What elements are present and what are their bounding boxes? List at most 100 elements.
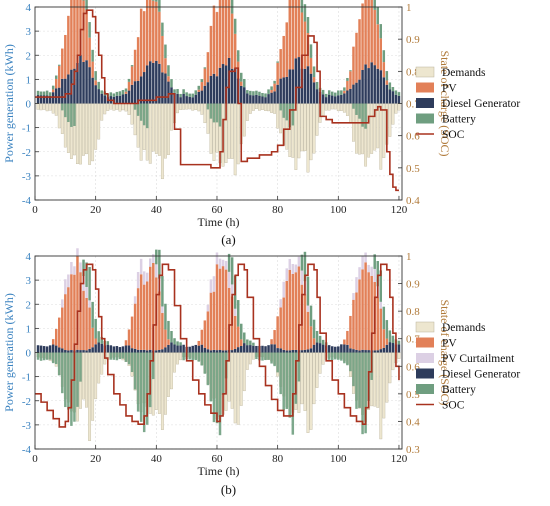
bar-demands — [91, 352, 95, 421]
bar-battery — [279, 103, 282, 111]
bar-pv-curtailment — [85, 286, 88, 298]
bar-battery — [352, 103, 355, 109]
bar-pv — [355, 292, 358, 350]
bar-pv — [70, 0, 73, 70]
bar-pv — [303, 21, 307, 69]
bar-pv — [130, 316, 134, 349]
bar-pv — [358, 279, 361, 351]
bar-pv — [91, 327, 94, 348]
bar-battery — [176, 89, 179, 94]
bar-demands — [379, 103, 383, 170]
bar-diesel-generator — [294, 58, 298, 104]
bar-diesel-generator — [376, 350, 379, 353]
bar-battery — [394, 90, 398, 95]
bar-battery — [109, 352, 113, 360]
legend-label: SOC — [442, 129, 465, 141]
bar-battery — [130, 65, 134, 67]
y2-tick-label: 0.4 — [406, 195, 420, 207]
bar-pv — [355, 32, 358, 83]
bar-pv — [152, 0, 155, 63]
bar-battery — [382, 50, 386, 63]
bar-pv — [270, 339, 273, 345]
bar-pv — [167, 76, 170, 82]
bar-pv — [88, 307, 91, 349]
bar-diesel-generator — [303, 349, 307, 353]
bar-diesel-generator — [200, 344, 204, 353]
bar-demands — [315, 352, 319, 388]
bar-diesel-generator — [273, 91, 276, 104]
bar-diesel-generator — [315, 89, 319, 104]
bar-pv — [76, 256, 79, 350]
bar-pv — [273, 83, 276, 92]
bar-diesel-generator — [270, 344, 273, 353]
bar-pv — [227, 0, 231, 58]
bar-battery — [176, 341, 179, 346]
bar-pv-curtailment — [161, 306, 164, 314]
bar-diesel-generator — [121, 346, 125, 353]
bar-demands — [367, 103, 371, 158]
bar-pv — [370, 275, 373, 351]
bar-pv-curtailment — [294, 264, 298, 273]
bar-battery — [249, 340, 252, 346]
legend-label: SOC — [442, 400, 465, 412]
bar-battery — [112, 352, 116, 360]
y-tick-label: -2 — [22, 147, 31, 159]
bar-diesel-generator — [97, 89, 100, 104]
bar-battery — [315, 81, 319, 90]
bar-diesel-generator — [133, 81, 137, 104]
bar-diesel-generator — [300, 350, 304, 353]
bar-diesel-generator — [76, 62, 79, 104]
bar-diesel-generator — [185, 96, 188, 104]
bar-diesel-generator — [200, 90, 204, 104]
bar-battery — [315, 330, 319, 343]
bar-battery — [258, 91, 261, 96]
bar-diesel-generator — [306, 349, 310, 353]
bar-battery — [349, 352, 352, 372]
bar-battery — [133, 103, 137, 110]
bar-diesel-generator — [343, 344, 346, 353]
bar-diesel-generator — [273, 344, 276, 353]
bar-battery — [276, 61, 279, 63]
bar-diesel-generator — [249, 345, 252, 353]
bar-pv-curtailment — [279, 299, 282, 308]
bar-pv — [382, 329, 386, 348]
bar-battery — [209, 103, 213, 119]
bar-diesel-generator — [215, 350, 219, 353]
bar-demands — [85, 352, 88, 408]
bar-pv — [291, 0, 295, 70]
bar-pv-curtailment — [306, 305, 310, 312]
bar-diesel-generator — [76, 349, 79, 353]
bar-diesel-generator — [267, 94, 270, 104]
bar-battery — [188, 352, 191, 360]
bar-battery — [155, 249, 158, 265]
bar-pv-curtailment — [230, 284, 234, 297]
x-tick-label: 20 — [90, 453, 102, 465]
legend-label: PV — [442, 338, 457, 350]
legend-swatch — [416, 337, 434, 348]
bar-battery — [58, 64, 61, 66]
bar-battery — [194, 352, 197, 361]
legend-swatch — [416, 353, 434, 363]
bar-pv — [130, 66, 134, 85]
bar-diesel-generator — [330, 95, 334, 104]
bar-battery — [355, 352, 358, 409]
bar-demands — [164, 103, 167, 159]
bar-demands — [88, 352, 92, 441]
bar-diesel-generator — [179, 97, 182, 104]
bar-battery — [79, 352, 82, 382]
bar-battery — [121, 90, 125, 95]
bar-pv — [376, 24, 379, 69]
bar-battery — [267, 89, 270, 95]
bar-battery — [261, 92, 264, 97]
bar-battery — [51, 85, 55, 90]
bar-pv-curtailment — [288, 258, 292, 270]
bar-diesel-generator — [355, 82, 358, 104]
y2-tick-label: 0.4 — [406, 416, 420, 428]
y2-tick-label: 0.9 — [406, 34, 420, 46]
bar-demands — [45, 103, 49, 112]
bar-pv-curtailment — [370, 266, 373, 276]
bar-demands — [54, 103, 58, 116]
bar-diesel-generator — [191, 97, 194, 104]
bar-pv — [364, 0, 367, 65]
